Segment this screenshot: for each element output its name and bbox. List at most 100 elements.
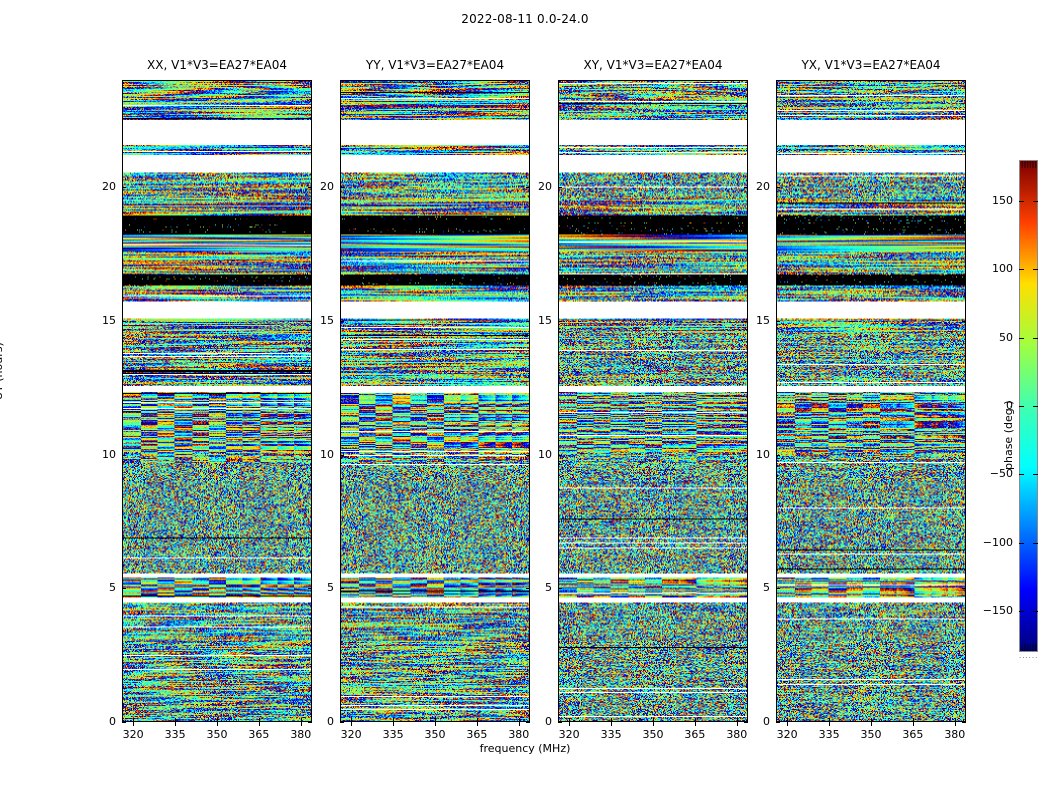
x-axis-tick-mark xyxy=(787,722,789,726)
x-axis-tick-label: 320 xyxy=(776,728,798,741)
x-axis-tick-label: 320 xyxy=(558,728,580,741)
x-axis-tick-mark xyxy=(736,718,738,722)
y-axis-tick-mark xyxy=(558,187,562,188)
y-axis-tick-label: 5 xyxy=(327,581,334,595)
y-axis-tick-label: 15 xyxy=(102,313,116,327)
y-axis-tick-mark xyxy=(526,320,530,322)
x-axis-tick-mark xyxy=(300,718,302,722)
colorbar-tick-mark xyxy=(1019,406,1024,407)
colorbar-tick-label: −100 xyxy=(982,535,1013,549)
y-axis-tick-mark xyxy=(308,588,312,590)
colorbar-tick-mark xyxy=(1033,542,1038,544)
x-axis-tick-mark xyxy=(871,722,872,726)
y-axis-tick-mark xyxy=(962,320,966,322)
x-axis-tick-mark xyxy=(300,722,302,726)
x-axis-tick-mark xyxy=(175,718,177,722)
x-axis-tick-mark xyxy=(351,718,353,722)
x-axis-tick-mark xyxy=(829,718,831,722)
x-axis-tick-mark xyxy=(258,722,260,726)
x-axis-tick-mark xyxy=(518,722,520,726)
x-axis-tick-mark xyxy=(518,718,520,722)
y-axis-tick-mark xyxy=(308,320,312,322)
x-axis-tick-label: 350 xyxy=(642,728,664,741)
y-axis-tick-mark xyxy=(962,588,966,590)
y-axis-tick-mark xyxy=(526,588,530,590)
y-axis-tick-mark xyxy=(122,454,126,456)
x-axis-tick-mark xyxy=(611,722,613,726)
x-axis-tick-mark xyxy=(351,722,353,726)
x-axis-tick-mark xyxy=(611,718,613,722)
y-axis-tick-mark xyxy=(122,320,126,322)
x-axis-tick-mark xyxy=(871,718,872,722)
y-axis-tick-mark xyxy=(744,187,748,188)
spectrum-panel-xy[interactable] xyxy=(558,80,748,722)
colorbar-tick-mark xyxy=(1033,337,1038,339)
y-axis-tick-mark xyxy=(526,722,530,723)
spectrum-panel-yy[interactable] xyxy=(340,80,530,722)
x-axis-tick-mark xyxy=(217,722,218,726)
y-axis-tick-mark xyxy=(776,588,780,590)
x-axis-tick-mark xyxy=(393,718,395,722)
x-axis-tick-mark xyxy=(258,718,260,722)
x-axis-tick-label: 350 xyxy=(424,728,446,741)
y-axis-tick-mark xyxy=(558,722,562,723)
x-axis-tick-label: 380 xyxy=(290,728,312,741)
x-axis-tick-label: 350 xyxy=(860,728,882,741)
y-axis-tick-label: 20 xyxy=(538,180,552,193)
x-axis-tick-label: 365 xyxy=(902,728,924,741)
y-axis-tick-mark xyxy=(122,187,126,188)
colorbar-tick-label: −150 xyxy=(982,604,1013,617)
x-axis-tick-mark xyxy=(217,718,218,722)
y-axis-tick-mark xyxy=(558,320,562,322)
y-axis-tick-label: 15 xyxy=(538,313,552,327)
x-axis-tick-label: 320 xyxy=(340,728,362,741)
figure-suptitle: 2022-08-11 0.0-24.0 xyxy=(461,12,589,26)
colorbar-tick-label: 100 xyxy=(992,262,1013,276)
colorbar-tick-mark xyxy=(1019,201,1024,202)
x-axis-tick-label: 335 xyxy=(164,728,186,741)
colorbar-tick-mark xyxy=(1033,406,1038,407)
x-axis-tick-mark xyxy=(787,718,789,722)
y-axis-tick-mark xyxy=(308,722,312,723)
colorbar-tick-label: 150 xyxy=(992,194,1013,207)
y-axis-tick-mark xyxy=(122,722,126,723)
x-axis-tick-mark xyxy=(133,722,135,726)
y-axis-tick-mark xyxy=(526,454,530,456)
x-axis-tick-mark xyxy=(694,722,696,726)
y-axis-tick-mark xyxy=(744,722,748,723)
colorbar-tick-mark xyxy=(1033,269,1038,271)
y-axis-tick-label: 10 xyxy=(102,447,116,461)
y-axis-tick-label: 15 xyxy=(756,313,770,327)
colorbar-tick-mark xyxy=(1033,474,1038,476)
y-axis-tick-mark xyxy=(308,454,312,456)
y-axis-tick-mark xyxy=(744,588,748,590)
y-axis-tick-mark xyxy=(558,588,562,590)
x-axis-tick-mark xyxy=(476,718,478,722)
x-axis-tick-mark xyxy=(912,718,914,722)
colorbar-extend-marker: ······ xyxy=(1019,654,1039,662)
spectrum-panel-xx[interactable] xyxy=(122,80,312,722)
x-axis-tick-mark xyxy=(569,722,571,726)
x-axis-tick-label: 365 xyxy=(248,728,270,741)
y-axis-tick-mark xyxy=(776,722,780,723)
colorbar-tick-mark xyxy=(1019,611,1024,612)
x-axis-tick-mark xyxy=(736,722,738,726)
y-axis-tick-label: 10 xyxy=(320,447,334,461)
colorbar-tick-mark xyxy=(1033,611,1038,612)
panel-title-yx: YX, V1*V3=EA27*EA04 xyxy=(801,58,941,72)
spectrum-panel-yx[interactable] xyxy=(776,80,966,722)
panel-title-xy: XY, V1*V3=EA27*EA04 xyxy=(583,58,723,72)
y-axis-tick-label: 5 xyxy=(763,581,770,595)
y-axis-tick-label: 15 xyxy=(320,313,334,327)
colorbar-tick-mark xyxy=(1019,474,1024,476)
x-axis-tick-mark xyxy=(393,722,395,726)
y-axis-tick-label: 20 xyxy=(756,180,770,193)
y-axis-tick-mark xyxy=(776,454,780,456)
x-axis-tick-label: 380 xyxy=(508,728,530,741)
colorbar-tick-mark xyxy=(1033,201,1038,202)
x-axis-tick-label: 365 xyxy=(466,728,488,741)
x-axis-tick-label: 350 xyxy=(206,728,228,741)
x-axis-tick-mark xyxy=(435,718,436,722)
y-axis-tick-label: 5 xyxy=(109,581,116,595)
y-axis-tick-label: 0 xyxy=(109,715,116,728)
